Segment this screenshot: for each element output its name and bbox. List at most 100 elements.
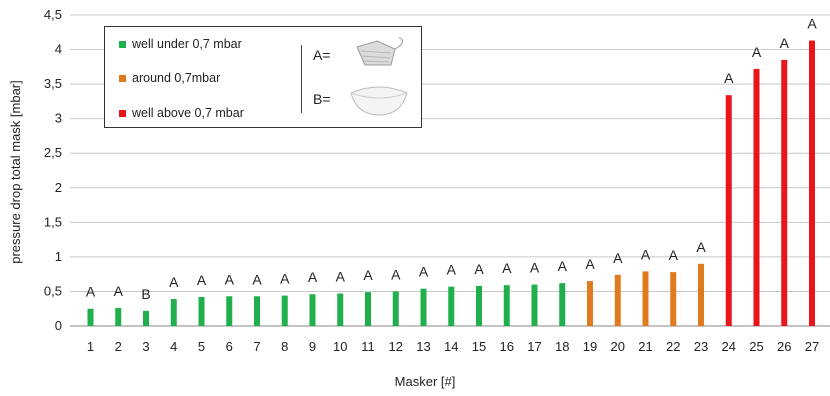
x-tick-label: 20 — [611, 339, 625, 354]
bar — [642, 271, 649, 326]
bar — [198, 296, 205, 326]
legend: well under 0,7 mbar around 0,7mbar well … — [104, 26, 422, 128]
x-tick-label: 4 — [170, 339, 177, 354]
x-tick-label: 9 — [309, 339, 316, 354]
y-tick-labels: 0 0,5 1 1,5 2 2,5 3 3,5 4 4,5 — [44, 7, 62, 333]
x-tick-label: 10 — [333, 339, 347, 354]
bar-annotation: A — [336, 269, 346, 285]
legend-item-under: well under 0,7 mbar — [119, 35, 242, 53]
y-axis-label: pressure drop total mask [mbar] — [8, 80, 23, 264]
bar — [809, 40, 815, 327]
bar-annotation: A — [474, 261, 484, 277]
mask-b-label: B= — [313, 91, 331, 107]
bar — [337, 293, 344, 326]
x-tick-label: 24 — [722, 339, 736, 354]
x-tick-label: 2 — [115, 339, 122, 354]
x-tick-labels: 1 2 3 4 5 6 7 8 9 10 11 12 13 14 15 16 17 18 19 20 21 22 23 24 2… — [87, 339, 819, 354]
x-tick-label: 16 — [500, 339, 514, 354]
legend-swatch-above — [119, 109, 126, 117]
mask-a-label: A= — [313, 47, 331, 63]
x-tick-label: 11 — [361, 339, 375, 354]
bar-annotation: B — [141, 286, 150, 302]
bar-annotation: A — [419, 264, 429, 280]
x-tick-label: 7 — [253, 339, 260, 354]
bar-annotation: A — [308, 269, 318, 285]
legend-item-around: around 0,7mbar — [119, 69, 220, 87]
bar — [115, 308, 122, 326]
x-tick-label: 21 — [638, 339, 652, 354]
bar-annotation: A — [225, 271, 235, 287]
x-tick-label: 3 — [142, 339, 149, 354]
bar — [587, 281, 593, 326]
bar — [531, 284, 538, 326]
bar — [725, 95, 732, 327]
y-tick-label: 0 — [55, 318, 62, 333]
x-tick-label: 25 — [749, 339, 763, 354]
bar — [170, 299, 177, 326]
x-tick-label: 12 — [389, 339, 403, 354]
legend-swatch-under — [119, 40, 126, 48]
bar-annotation: A — [86, 284, 96, 300]
bar — [309, 294, 316, 326]
bar — [476, 285, 482, 326]
bar — [281, 295, 288, 326]
y-tick-label: 0,5 — [44, 283, 62, 298]
y-tick-label: 2 — [55, 180, 62, 195]
bar-annotation: A — [252, 271, 262, 287]
x-tick-label: 26 — [777, 339, 791, 354]
bar-annotation: A — [752, 44, 762, 60]
bar — [448, 286, 455, 326]
bar — [614, 274, 621, 326]
bar-annotation: A — [641, 246, 651, 262]
bar — [559, 283, 566, 326]
bar-annotation: A — [613, 250, 623, 266]
bar — [365, 292, 371, 326]
x-tick-label: 1 — [87, 339, 94, 354]
x-tick-label: 6 — [226, 339, 233, 354]
y-tick-label: 4,5 — [44, 7, 62, 22]
bar — [503, 285, 510, 326]
bar — [392, 291, 399, 326]
bar-annotation: A — [391, 266, 401, 282]
bar — [226, 296, 233, 326]
bar — [698, 263, 704, 326]
y-tick-label: 1 — [55, 249, 62, 264]
y-tick-label: 4 — [55, 42, 62, 57]
y-tick-label: 1,5 — [44, 214, 62, 229]
x-tick-label: 13 — [416, 339, 430, 354]
bar-annotation: A — [169, 274, 179, 290]
x-axis-label: Masker [#] — [395, 374, 456, 389]
mask-a-image — [356, 37, 404, 66]
x-tick-label: 14 — [444, 339, 458, 354]
x-tick-label: 27 — [805, 339, 819, 354]
x-tick-label: 23 — [694, 339, 708, 354]
bar — [670, 272, 677, 326]
bar-annotation: A — [197, 272, 207, 288]
bars — [87, 40, 815, 327]
x-tick-label: 8 — [281, 339, 288, 354]
bar-annotation: A — [530, 260, 540, 276]
y-tick-label: 2,5 — [44, 145, 62, 160]
x-tick-label: 17 — [527, 339, 541, 354]
legend-label-under: well under 0,7 mbar — [132, 37, 242, 51]
x-tick-label: 22 — [666, 339, 680, 354]
bar — [254, 296, 260, 326]
bar-annotation: A — [780, 35, 790, 51]
x-tick-label: 19 — [583, 339, 597, 354]
bar-annotation: A — [696, 239, 706, 255]
bar-annotations: A A B A A A A A A A A A A A A A A A A A A A A A A A A — [86, 16, 818, 302]
bar — [781, 59, 788, 327]
bar-annotation: A — [669, 247, 679, 263]
legend-divider — [301, 45, 302, 113]
legend-label-above: well above 0,7 mbar — [132, 106, 244, 120]
bar-annotation: A — [807, 16, 817, 32]
legend-item-above: well above 0,7 mbar — [119, 104, 244, 122]
bar — [143, 310, 149, 326]
bar-annotation: A — [585, 256, 595, 272]
bar-annotation: A — [502, 260, 512, 276]
bar — [753, 68, 760, 326]
y-tick-label: 3,5 — [44, 76, 62, 91]
x-tick-label: 5 — [198, 339, 205, 354]
bar-annotation: A — [447, 262, 457, 278]
y-tick-label: 3 — [55, 111, 62, 126]
